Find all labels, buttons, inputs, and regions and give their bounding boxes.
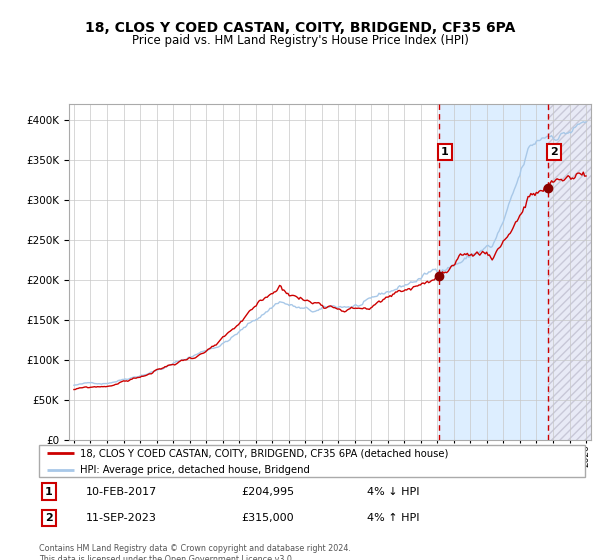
Text: 18, CLOS Y COED CASTAN, COITY, BRIDGEND, CF35 6PA: 18, CLOS Y COED CASTAN, COITY, BRIDGEND,… bbox=[85, 21, 515, 35]
FancyBboxPatch shape bbox=[39, 445, 585, 477]
Text: 1: 1 bbox=[441, 147, 449, 157]
Text: 1: 1 bbox=[45, 487, 53, 497]
Text: 2: 2 bbox=[550, 147, 557, 157]
Text: £204,995: £204,995 bbox=[241, 487, 294, 497]
Text: 18, CLOS Y COED CASTAN, COITY, BRIDGEND, CF35 6PA (detached house): 18, CLOS Y COED CASTAN, COITY, BRIDGEND,… bbox=[80, 449, 448, 459]
Text: 11-SEP-2023: 11-SEP-2023 bbox=[85, 514, 156, 523]
Bar bbox=[439, 104, 548, 440]
Text: 4% ↑ HPI: 4% ↑ HPI bbox=[367, 514, 419, 523]
Text: 10-FEB-2017: 10-FEB-2017 bbox=[85, 487, 157, 497]
Text: Contains HM Land Registry data © Crown copyright and database right 2024.
This d: Contains HM Land Registry data © Crown c… bbox=[39, 544, 351, 560]
Text: Price paid vs. HM Land Registry's House Price Index (HPI): Price paid vs. HM Land Registry's House … bbox=[131, 34, 469, 46]
Text: 2: 2 bbox=[45, 514, 53, 523]
Text: HPI: Average price, detached house, Bridgend: HPI: Average price, detached house, Brid… bbox=[80, 465, 310, 475]
Text: £315,000: £315,000 bbox=[241, 514, 293, 523]
Bar bbox=[548, 104, 600, 440]
Text: 4% ↓ HPI: 4% ↓ HPI bbox=[367, 487, 419, 497]
